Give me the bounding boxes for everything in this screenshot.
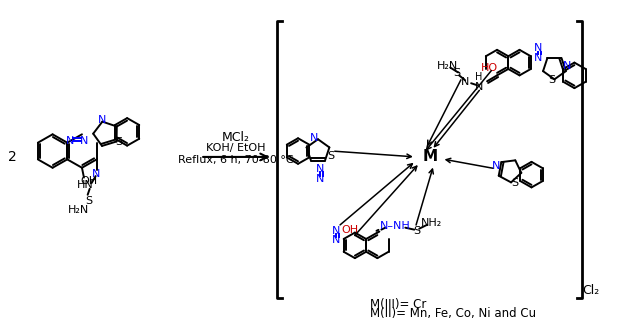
- Text: N: N: [80, 136, 89, 146]
- Text: H₂N: H₂N: [436, 61, 458, 71]
- Text: N: N: [332, 226, 340, 236]
- Text: 2: 2: [8, 150, 17, 164]
- Text: N: N: [534, 53, 543, 63]
- Text: N: N: [310, 133, 318, 143]
- Text: S: S: [454, 68, 461, 78]
- Text: N: N: [316, 174, 324, 184]
- Text: Reflux, 6 h, 70-80 °C: Reflux, 6 h, 70-80 °C: [178, 155, 294, 165]
- Text: M(III)= Cr: M(III)= Cr: [370, 298, 426, 311]
- Text: NH₂: NH₂: [421, 218, 442, 228]
- Text: KOH/ EtOH: KOH/ EtOH: [206, 143, 266, 153]
- Text: N: N: [332, 236, 340, 246]
- Text: S: S: [413, 226, 421, 236]
- Text: OH: OH: [80, 177, 98, 187]
- Text: HO: HO: [480, 64, 498, 74]
- Text: N: N: [316, 164, 324, 174]
- Text: N: N: [475, 82, 483, 92]
- Text: HN: HN: [77, 180, 94, 190]
- Text: S: S: [116, 137, 123, 147]
- Text: N: N: [563, 61, 571, 71]
- Text: M(II)= Mn, Fe, Co, Ni and Cu: M(II)= Mn, Fe, Co, Ni and Cu: [370, 307, 536, 320]
- Text: Cl₂: Cl₂: [582, 284, 600, 297]
- Text: N: N: [92, 169, 100, 179]
- Text: S: S: [85, 196, 92, 206]
- Text: N: N: [66, 136, 74, 146]
- Text: H₂N: H₂N: [68, 205, 89, 215]
- Text: H: H: [475, 72, 483, 82]
- Text: N: N: [98, 115, 106, 125]
- Text: M: M: [422, 150, 437, 164]
- Text: N: N: [534, 43, 543, 53]
- Text: MCl₂: MCl₂: [222, 131, 250, 144]
- Text: N: N: [491, 161, 500, 171]
- Text: N–NH: N–NH: [380, 221, 410, 231]
- Text: S: S: [327, 151, 334, 161]
- Text: S: S: [548, 75, 555, 85]
- Text: OH: OH: [341, 225, 358, 235]
- Text: N: N: [461, 77, 469, 87]
- Text: S: S: [511, 178, 518, 188]
